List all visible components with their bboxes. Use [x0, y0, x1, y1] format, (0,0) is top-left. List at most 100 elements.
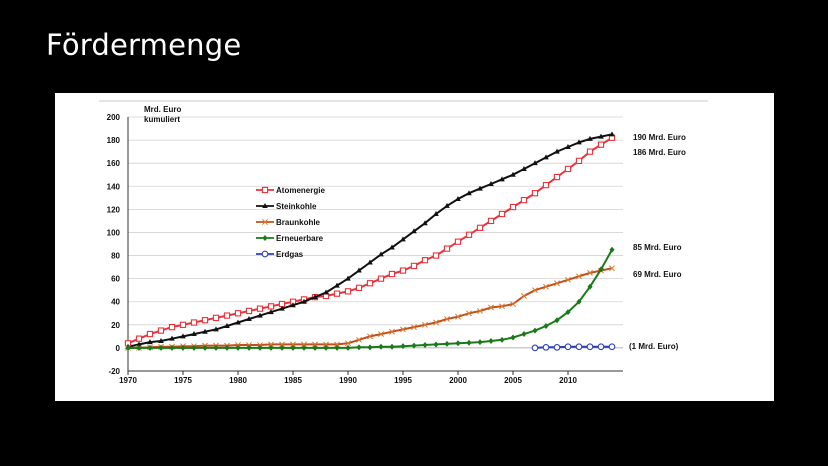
data-point-erneuerbare [400, 343, 406, 350]
x-tick-label: 2005 [504, 376, 522, 385]
data-point-atomenergie [443, 245, 451, 252]
data-point-erneuerbare [587, 283, 593, 290]
data-point-steinkohle [323, 289, 329, 295]
data-point-braunkohle [455, 313, 461, 320]
data-point-atomenergie [432, 252, 440, 259]
slide-title: Fördermenge [46, 28, 242, 62]
data-point-atomenergie [476, 224, 484, 231]
data-point-erneuerbare [444, 340, 450, 347]
legend-item-braunkohle: Braunkohle [256, 218, 321, 227]
data-point-erneuerbare [312, 344, 318, 351]
data-point-erneuerbare [224, 344, 230, 351]
y-tick-label: 20 [111, 321, 120, 330]
data-point-atomenergie [564, 165, 572, 173]
data-point-erneuerbare [136, 344, 142, 351]
data-point-erneuerbare [279, 344, 285, 351]
data-point-braunkohle [323, 341, 329, 348]
data-point-atomenergie [135, 335, 143, 342]
data-point-steinkohle [301, 298, 307, 304]
data-point-braunkohle [609, 265, 615, 272]
data-point-atomenergie [344, 288, 352, 295]
data-point-erneuerbare [290, 344, 296, 351]
data-point-atomenergie [597, 141, 605, 148]
legend-label-atomenergie: Atomenergie [276, 186, 325, 195]
data-point-atomenergie [212, 314, 220, 322]
data-point-erdgas [575, 343, 583, 351]
data-point-steinkohle [345, 275, 351, 281]
legend-label-steinkohle: Steinkohle [276, 202, 317, 211]
data-point-atomenergie [520, 196, 528, 204]
data-point-steinkohle [378, 251, 384, 257]
x-tick-label: 1985 [284, 376, 302, 385]
series-erdgas [531, 343, 616, 352]
x-tick-label: 2000 [449, 376, 467, 385]
data-point-erneuerbare [323, 344, 329, 351]
cumulative-cost-line-chart: -20 0 20 40 60 80 100 120 140 160 180 200 1970 1975 19… [99, 100, 708, 385]
data-point-erneuerbare [532, 327, 538, 334]
data-point-erneuerbare [554, 317, 560, 324]
data-point-steinkohle [499, 176, 505, 182]
data-point-erneuerbare [301, 344, 307, 351]
legend-marker-steinkohle [262, 203, 268, 208]
data-point-steinkohle [598, 133, 604, 139]
data-point-steinkohle [587, 135, 593, 141]
end-label-erdgas: (1 Mrd. Euro) [629, 342, 679, 351]
data-point-erneuerbare [389, 343, 395, 350]
x-tick-label: 2010 [559, 376, 577, 385]
data-point-atomenergie [410, 262, 418, 270]
data-point-erneuerbare [158, 344, 164, 351]
data-point-erdgas [608, 343, 616, 351]
data-point-atomenergie [586, 148, 594, 155]
data-point-steinkohle [466, 190, 472, 196]
data-point-erneuerbare [246, 344, 252, 351]
data-point-erneuerbare [521, 331, 527, 338]
data-point-erneuerbare [609, 246, 615, 253]
legend-marker-braunkohle [262, 219, 268, 225]
data-point-atomenergie [542, 181, 550, 189]
series-braunkohle [125, 265, 615, 351]
data-point-braunkohle [488, 304, 494, 311]
end-label-braunkohle: 69 Mrd. Euro [633, 270, 682, 279]
data-point-erdgas [553, 343, 561, 351]
data-point-braunkohle [367, 333, 373, 340]
data-point-braunkohle [587, 269, 593, 276]
data-point-braunkohle [466, 310, 472, 317]
data-point-braunkohle [422, 321, 428, 328]
data-point-steinkohle [532, 160, 538, 166]
data-point-erneuerbare [147, 344, 153, 351]
data-point-atomenergie [421, 257, 429, 264]
data-point-atomenergie [399, 267, 407, 274]
data-point-atomenergie [487, 217, 495, 225]
y-axis-label-line1: Mrd. Euro [144, 105, 181, 114]
data-point-braunkohle [576, 273, 582, 280]
y-tick-label: 0 [116, 344, 121, 353]
data-point-erneuerbare [598, 266, 604, 273]
data-point-erneuerbare [510, 334, 516, 341]
data-point-atomenergie [245, 307, 253, 315]
data-point-atomenergie [454, 238, 462, 245]
data-point-erneuerbare [565, 309, 571, 316]
data-point-erneuerbare [191, 344, 197, 351]
data-point-steinkohle [389, 244, 395, 250]
data-point-steinkohle [191, 331, 197, 337]
data-point-erdgas [597, 343, 605, 351]
data-point-braunkohle [543, 283, 549, 290]
data-point-steinkohle [609, 131, 615, 137]
data-point-braunkohle [378, 331, 384, 338]
data-point-steinkohle [136, 341, 142, 347]
data-point-steinkohle [554, 148, 560, 154]
data-point-erneuerbare [455, 340, 461, 347]
end-label-erneuerbare: 85 Mrd. Euro [633, 243, 682, 252]
legend-label-erneuerbare: Erneuerbare [276, 234, 324, 243]
y-tick-label: 200 [107, 113, 121, 122]
data-point-steinkohle [367, 259, 373, 265]
data-point-steinkohle [400, 236, 406, 242]
data-point-braunkohle [312, 341, 318, 348]
data-point-braunkohle [565, 276, 571, 283]
legend-item-steinkohle: Steinkohle [256, 202, 317, 211]
data-point-steinkohle [543, 154, 549, 160]
data-point-braunkohle [400, 326, 406, 333]
data-point-steinkohle [158, 337, 164, 343]
data-point-braunkohle [345, 340, 351, 347]
data-point-erneuerbare [466, 339, 472, 346]
